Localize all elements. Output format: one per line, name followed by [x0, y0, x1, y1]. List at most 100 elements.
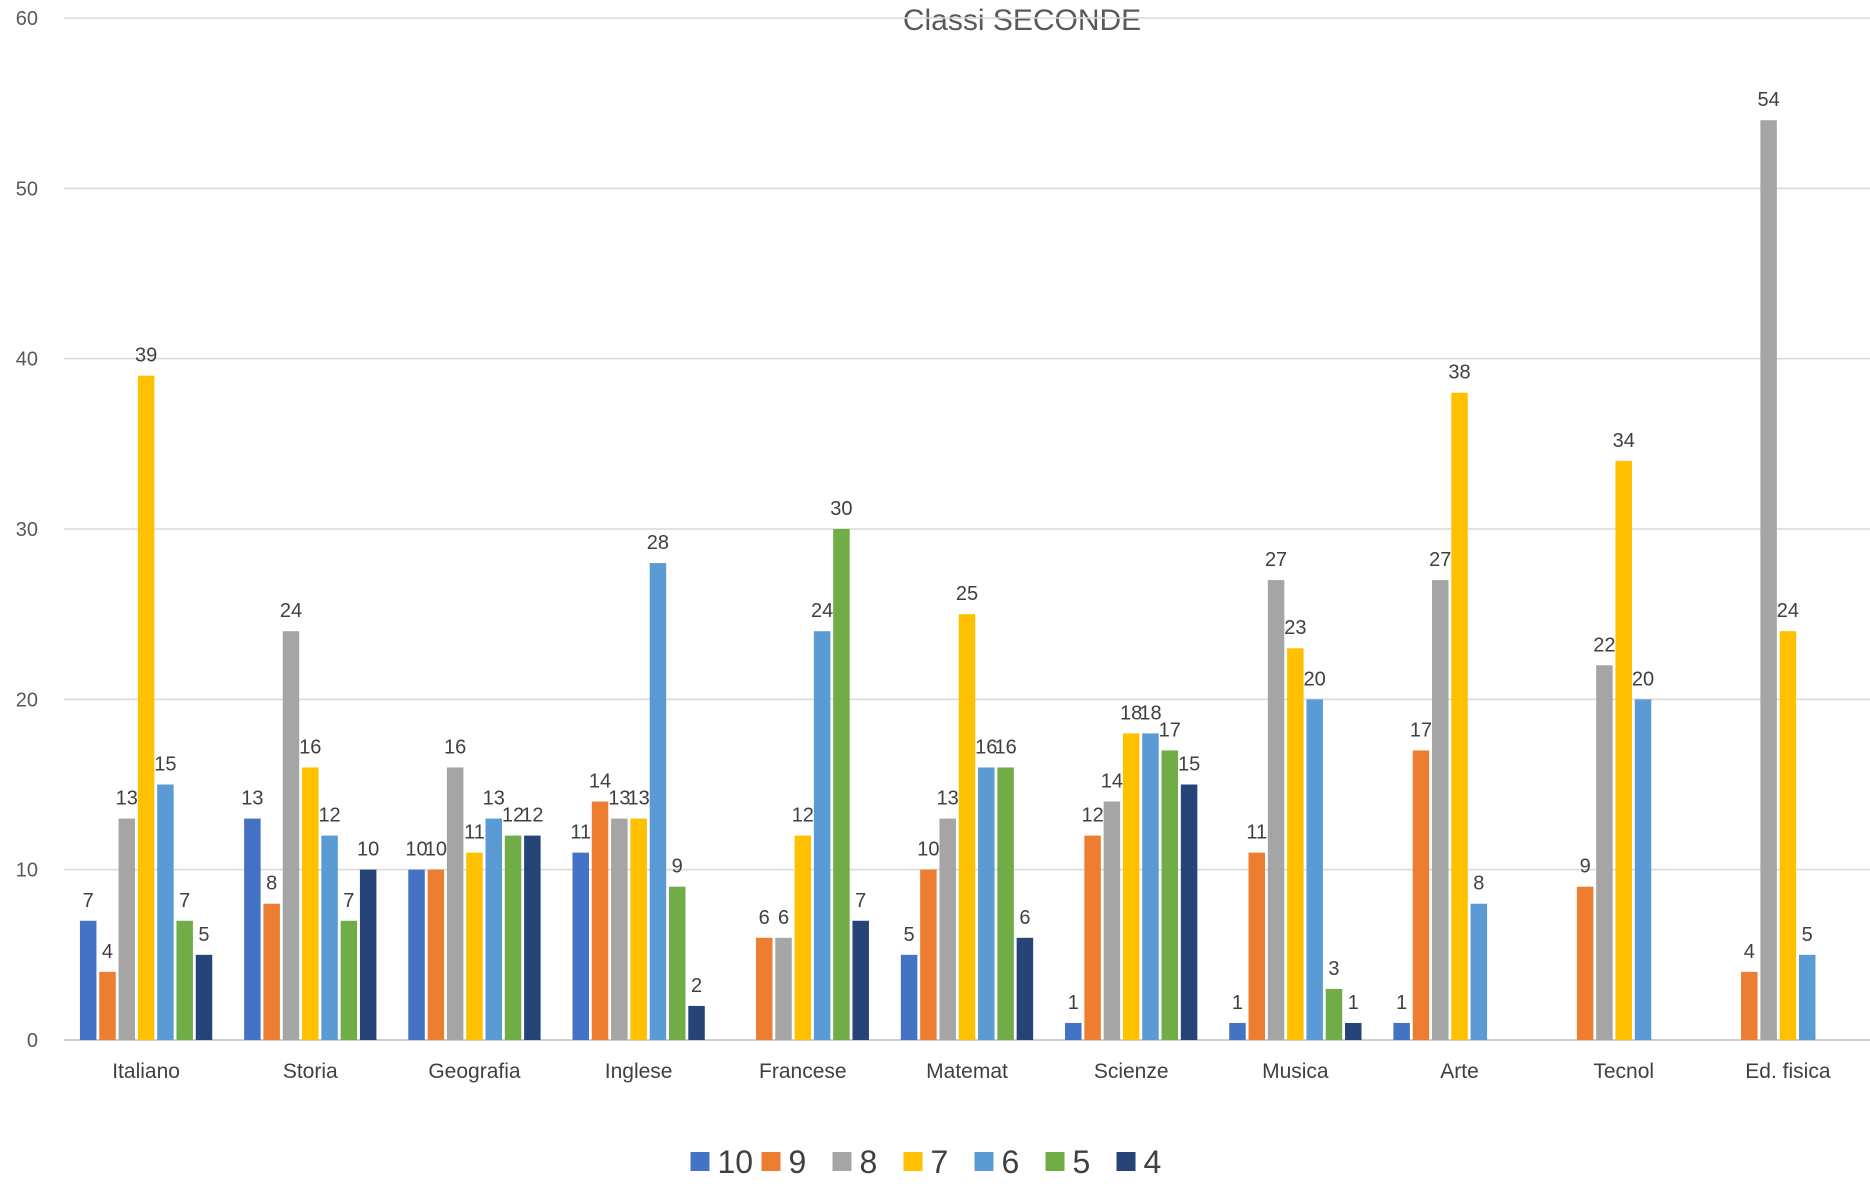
data-label: 16 — [994, 736, 1016, 758]
data-label: 24 — [280, 600, 302, 622]
bar — [1065, 1022, 1082, 1040]
data-label: 12 — [521, 805, 543, 827]
bar — [1016, 937, 1034, 1040]
bar — [282, 631, 300, 1040]
data-label: 11 — [570, 822, 591, 844]
bar — [1267, 580, 1285, 1040]
data-label: 54 — [1757, 89, 1779, 111]
y-tick-label: 60 — [16, 8, 38, 30]
bar — [524, 835, 541, 1040]
bar — [688, 1005, 705, 1040]
data-label: 17 — [1410, 719, 1432, 741]
data-label: 13 — [116, 788, 138, 810]
bar — [1345, 1022, 1362, 1040]
data-label: 7 — [83, 890, 94, 912]
data-label: 1 — [1068, 992, 1079, 1014]
data-label: 1 — [1232, 992, 1243, 1014]
bar — [244, 818, 261, 1040]
bar — [1142, 733, 1159, 1040]
data-label: 13 — [937, 788, 959, 810]
y-tick-label: 10 — [16, 860, 38, 882]
data-label: 25 — [956, 583, 978, 605]
bar — [939, 818, 956, 1040]
data-label: 10 — [917, 839, 939, 861]
y-tick-label: 0 — [27, 1030, 38, 1052]
x-tick-label: Musica — [1262, 1060, 1329, 1083]
data-label: 9 — [672, 856, 683, 878]
bar — [157, 784, 174, 1040]
bar — [813, 631, 831, 1040]
bar — [359, 869, 377, 1040]
data-label: 24 — [811, 600, 833, 622]
data-label: 10 — [357, 839, 379, 861]
bar — [775, 937, 792, 1040]
x-tick-label: Scienze — [1094, 1060, 1169, 1083]
bar — [340, 920, 358, 1040]
data-label: 16 — [975, 736, 997, 758]
data-label: 16 — [444, 736, 466, 758]
data-label: 20 — [1304, 668, 1326, 690]
legend-label: 7 — [931, 1144, 949, 1180]
data-label: 8 — [266, 873, 277, 895]
bar — [99, 971, 116, 1040]
legend-label: 5 — [1073, 1144, 1091, 1180]
y-tick-label: 40 — [16, 349, 38, 371]
x-tick-label: Matemat — [926, 1060, 1008, 1083]
bar — [1779, 631, 1797, 1040]
bar — [920, 869, 937, 1040]
data-label: 4 — [102, 941, 113, 963]
data-label: 18 — [1120, 702, 1142, 724]
bar — [1576, 886, 1594, 1040]
legend-label: 10 — [718, 1144, 754, 1180]
bar — [321, 835, 338, 1040]
bar — [649, 563, 667, 1040]
bar — [668, 886, 686, 1040]
bar — [1084, 835, 1101, 1040]
bar — [1248, 852, 1266, 1040]
data-label: 24 — [1777, 600, 1799, 622]
data-label: 38 — [1448, 362, 1470, 384]
data-label: 22 — [1593, 634, 1615, 656]
legend-label: 6 — [1002, 1144, 1020, 1180]
data-label: 16 — [299, 736, 321, 758]
bar — [1393, 1022, 1410, 1040]
data-label: 13 — [241, 788, 263, 810]
bar — [1451, 392, 1468, 1040]
y-axis: 0 10 20 30 40 50 60 — [16, 8, 38, 1052]
bar — [978, 767, 995, 1040]
bar — [1161, 750, 1179, 1040]
data-label: 1 — [1348, 992, 1359, 1014]
data-label: 12 — [318, 805, 340, 827]
x-tick-label: Storia — [283, 1060, 338, 1083]
bar — [591, 801, 609, 1040]
data-label: 12 — [502, 805, 524, 827]
data-label: 18 — [1139, 702, 1161, 724]
x-tick-label: Italiano — [112, 1060, 180, 1083]
x-tick-label: Ed. fisica — [1745, 1060, 1831, 1083]
bar — [1470, 903, 1488, 1040]
bar — [1634, 699, 1652, 1040]
data-label: 39 — [135, 345, 157, 367]
legend-swatch — [1116, 1152, 1136, 1171]
bar — [1596, 665, 1613, 1040]
data-label: 5 — [198, 924, 209, 946]
bar — [1287, 648, 1304, 1040]
data-label: 28 — [647, 532, 669, 554]
bar — [1103, 801, 1121, 1040]
bar — [1760, 120, 1777, 1040]
data-label: 5 — [1802, 924, 1813, 946]
bar — [1306, 699, 1323, 1040]
bar — [137, 375, 155, 1040]
data-label: 9 — [1580, 856, 1591, 878]
data-label: 4 — [1744, 941, 1755, 963]
bar — [611, 818, 628, 1040]
data-label: 13 — [628, 788, 650, 810]
legend-swatch — [761, 1152, 781, 1171]
chart-title: Classi SECONDE — [903, 4, 1141, 37]
data-label: 14 — [589, 771, 611, 793]
x-tick-label: Tecnol — [1593, 1060, 1654, 1083]
bar — [485, 818, 503, 1040]
legend-swatch — [690, 1152, 710, 1171]
bar — [833, 529, 850, 1040]
